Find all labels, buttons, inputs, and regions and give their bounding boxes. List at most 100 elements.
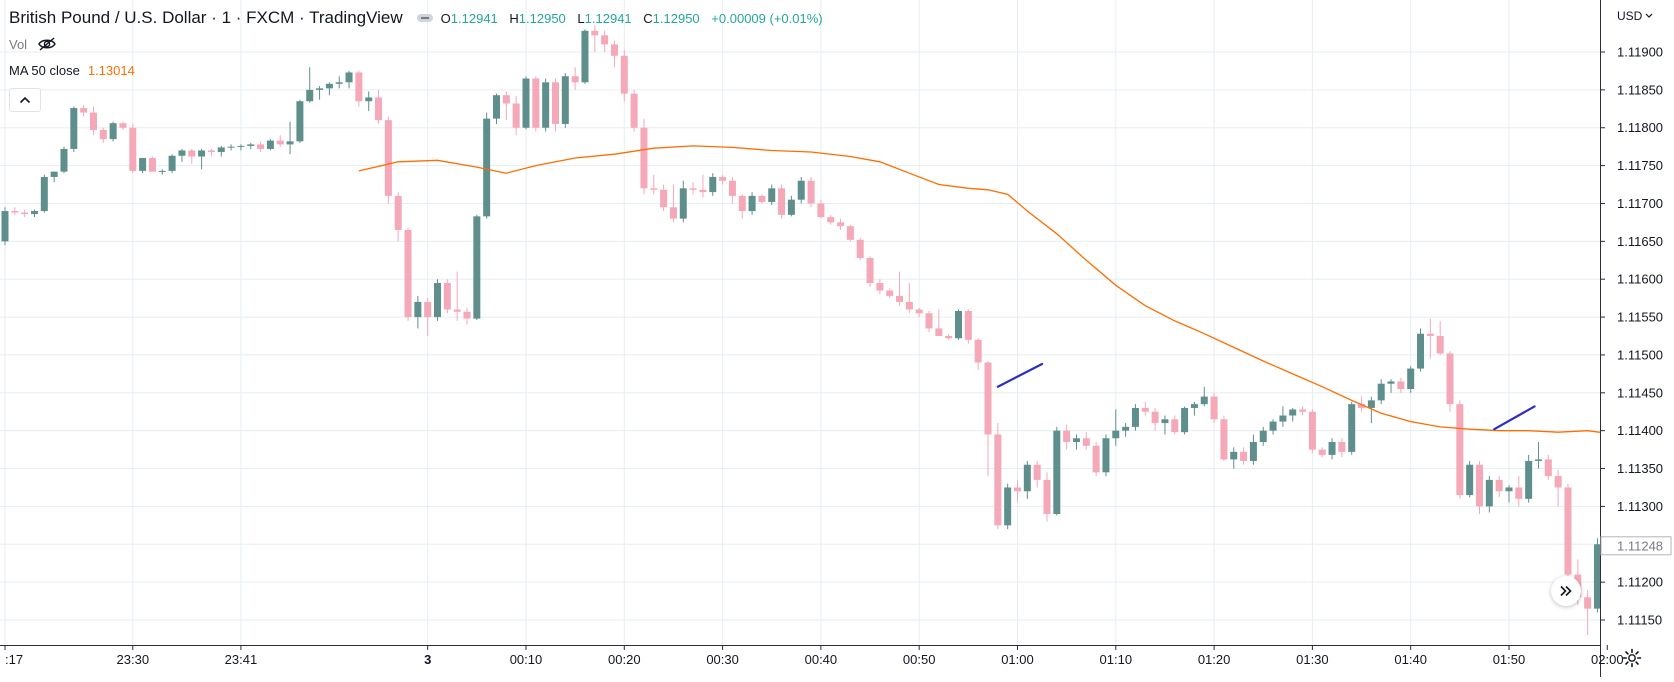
candle-body [453,309,461,312]
chart-settings-button[interactable] [1620,646,1644,670]
candle [886,288,894,299]
collapse-legend-button[interactable] [9,88,41,112]
time-tick-label: 00:20 [608,652,641,667]
candle [1269,419,1277,435]
candle [719,174,727,185]
candle [11,207,19,215]
price-tick-label: 1.11600 [1617,272,1663,287]
eye-off-icon[interactable] [37,36,57,52]
candle [1141,401,1149,416]
candle-body [1358,404,1366,408]
candle [1161,415,1169,435]
candle-body [984,362,992,435]
candle-body [581,30,589,83]
candle-body [866,257,874,283]
ma-label: MA 50 close [9,63,80,78]
candle-body [1240,451,1248,461]
candle [748,192,756,215]
ohlc-change: +0.00009 (+0.01%) [711,10,823,26]
candle [217,145,225,157]
candle [837,218,845,230]
candle [591,25,599,52]
candle-body [1544,459,1552,477]
ohlc-values: O1.12941 H1.12950 L1.12941 C1.12950 +0.0… [441,11,823,26]
candle [1485,476,1493,513]
drawings[interactable] [996,362,1536,431]
candle-body [1122,426,1130,431]
candle [1515,476,1523,507]
candle-body [1072,438,1080,443]
price-tick-label: 1.11200 [1617,575,1663,590]
scroll-to-realtime-button[interactable] [1551,576,1581,606]
candle [266,139,274,151]
last-price-badge [1600,536,1672,556]
candle-body [1190,404,1198,408]
candle [1446,351,1454,412]
candle [1338,438,1346,458]
double-chevron-right-icon [1560,585,1572,597]
time-tick-label: 3 [424,652,431,667]
candle [1181,406,1189,435]
candle-body [178,150,186,156]
market-status-icon[interactable] [416,14,433,22]
candle-body [1289,409,1297,416]
candle [247,142,255,149]
price-tick-label: 1.11750 [1617,158,1663,173]
candle-body [286,141,294,145]
candle-body [905,301,913,310]
candle-body [896,295,904,302]
candle [994,423,1002,530]
candle-body [1092,445,1100,473]
candle [581,29,589,84]
time-tick-label: 23:41 [225,652,258,667]
candle-body [365,97,373,102]
candle [384,116,392,204]
candle-body [434,282,442,318]
candle [1063,424,1071,450]
candle [896,271,904,306]
candle-body [856,239,864,258]
time-axis[interactable] [0,645,1600,677]
candle [1259,426,1267,446]
vol-legend[interactable]: Vol [9,36,57,52]
trendline-drawing[interactable] [996,362,1044,388]
candle-body [1534,459,1542,461]
candle [404,227,412,321]
ma-legend[interactable]: MA 50 close 1.13014 [9,63,135,78]
candle [109,121,117,142]
trendline-drawing[interactable] [1493,405,1536,431]
candle [984,360,992,477]
symbol-legend: British Pound / U.S. Dollar · 1 · FXCM ·… [9,8,823,28]
candle-body [473,216,481,319]
candle [1013,479,1021,503]
currency-label[interactable]: USD [1617,9,1643,23]
price-axis[interactable] [1600,0,1674,677]
candle [473,214,481,321]
candle [414,295,422,329]
time-tick-label: :17 [5,652,23,667]
candle [1190,401,1198,416]
candle [827,214,835,225]
candle [99,127,107,143]
candle-body [404,229,412,318]
ohlc-close-value: 1.12950 [652,10,700,26]
candle [1004,483,1012,530]
candle-body [1053,430,1061,514]
candle-body [748,195,756,212]
candle-body [80,108,88,113]
candle [1377,379,1385,405]
candle-body [227,146,235,148]
symbol-title[interactable]: British Pound / U.S. Dollar · 1 · FXCM ·… [9,8,403,27]
candle-body [384,120,392,196]
candle-body [414,301,422,318]
candle-body [40,176,48,212]
price-tick-label: 1.11850 [1617,82,1663,97]
candle-body [198,150,206,157]
candle [797,176,805,204]
candle [119,121,127,131]
candle-body [21,212,29,215]
candle [168,154,176,174]
